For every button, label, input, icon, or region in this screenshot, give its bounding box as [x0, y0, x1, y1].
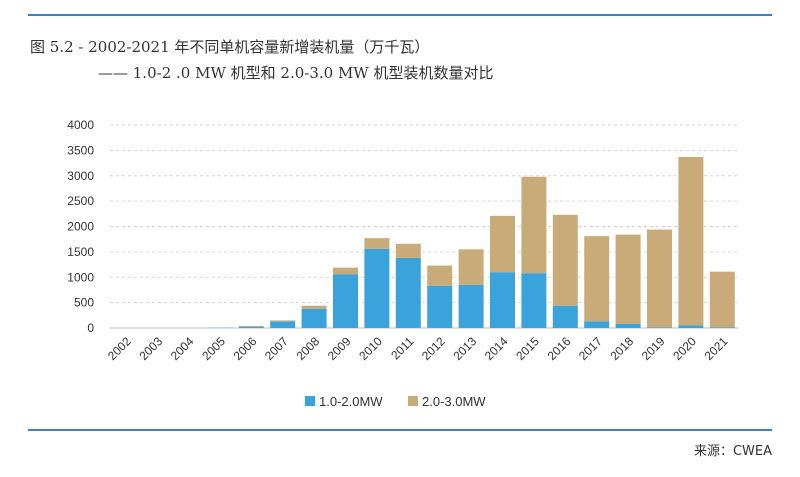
y-tick-label: 1000 — [67, 270, 94, 284]
bar-series2-2015 — [521, 176, 547, 274]
x-tick-label: 2020 — [670, 334, 699, 363]
bar-series2-2010 — [364, 238, 390, 249]
y-tick-label: 500 — [74, 296, 94, 310]
bar-series1-2007 — [270, 321, 296, 328]
bar-series2-2020 — [678, 156, 704, 326]
bar-series1-2011 — [395, 257, 421, 328]
chart-title: 图 5.2 - 2002-2021 年不同单机容量新增装机量（万千瓦） — [30, 38, 430, 56]
bar-series1-2016 — [552, 305, 578, 328]
x-tick-label: 2003 — [136, 334, 165, 363]
bars — [207, 156, 735, 328]
y-tick-label: 3000 — [67, 169, 94, 183]
y-tick-label: 3500 — [67, 143, 94, 157]
x-tick-label: 2009 — [325, 334, 354, 363]
bar-series1-2008 — [301, 308, 327, 328]
y-tick-label: 4000 — [67, 118, 94, 132]
bar-series1-2021 — [709, 327, 735, 328]
bar-series2-2007 — [270, 320, 296, 322]
bar-series1-2019 — [647, 327, 672, 328]
legend-label-1: 1.0-2.0MW — [319, 394, 383, 409]
y-tick-label: 2500 — [67, 194, 94, 208]
bar-series2-2012 — [427, 265, 453, 286]
bar-series2-2009 — [333, 267, 358, 275]
bar-series1-2017 — [584, 321, 610, 328]
y-tick-label: 0 — [87, 321, 94, 335]
bar-series1-2015 — [521, 273, 547, 328]
bar-series1-2020 — [678, 325, 704, 328]
bar-series2-2011 — [395, 243, 421, 258]
x-tick-label: 2015 — [513, 334, 542, 363]
x-tick-label: 2013 — [450, 334, 479, 363]
x-tick-label: 2017 — [576, 334, 605, 363]
bar-series2-2006 — [238, 325, 264, 327]
legend-label-2: 2.0-3.0MW — [422, 394, 486, 409]
bar-series1-2006 — [238, 326, 264, 328]
y-tick-label: 1500 — [67, 245, 94, 259]
bar-series1-2009 — [333, 274, 358, 328]
source-note: 来源：CWEA — [693, 444, 772, 459]
x-tick-label: 2021 — [702, 334, 731, 363]
legend-swatch-1 — [305, 396, 315, 406]
legend-swatch-2 — [408, 396, 418, 406]
bottom-rule — [28, 429, 772, 431]
bar-series2-2014 — [490, 215, 515, 273]
x-tick-label: 2008 — [293, 334, 322, 363]
x-tick-label: 2016 — [545, 334, 574, 363]
top-rule — [28, 14, 772, 16]
x-tick-label: 2012 — [419, 334, 448, 363]
x-tick-label: 2007 — [262, 334, 291, 363]
x-tick-label: 2010 — [356, 334, 385, 363]
bar-series1-2012 — [427, 285, 453, 328]
bar-series1-2018 — [615, 323, 641, 328]
x-tick-label: 2014 — [482, 334, 511, 363]
bar-series1-2010 — [364, 248, 390, 328]
bar-series2-2016 — [552, 214, 578, 306]
x-tick-label: 2004 — [168, 334, 197, 363]
bar-series2-2013 — [458, 249, 484, 285]
bar-series1-2014 — [490, 272, 515, 328]
y-tick-label: 2000 — [67, 220, 94, 234]
x-tick-label: 2006 — [231, 334, 260, 363]
legend: 1.0-2.0MW 2.0-3.0MW — [305, 394, 486, 409]
x-tick-label: 2005 — [199, 334, 228, 363]
bar-series2-2017 — [584, 236, 610, 322]
y-axis-ticks: 0 500 1000 1500 2000 2500 3000 3500 4000 — [67, 118, 94, 335]
grid-lines — [110, 124, 738, 329]
bar-series2-2019 — [647, 229, 672, 328]
x-tick-label: 2018 — [607, 334, 636, 363]
x-axis-ticks: 2002 2003 2004 2005 2006 2007 2008 2009 2010 2011… — [105, 334, 731, 363]
x-tick-label: 2011 — [388, 334, 416, 362]
x-tick-label: 2019 — [639, 334, 668, 363]
bar-series2-2018 — [615, 234, 641, 324]
bar-series1-2013 — [458, 284, 484, 328]
x-tick-label: 2002 — [105, 334, 134, 363]
bar-series2-2021 — [709, 271, 735, 328]
chart-subtitle: —— 1.0-2 .0 MW 机型和 2.0-3.0 MW 机型装机数量对比 — [98, 64, 494, 82]
bar-series2-2008 — [301, 305, 327, 309]
